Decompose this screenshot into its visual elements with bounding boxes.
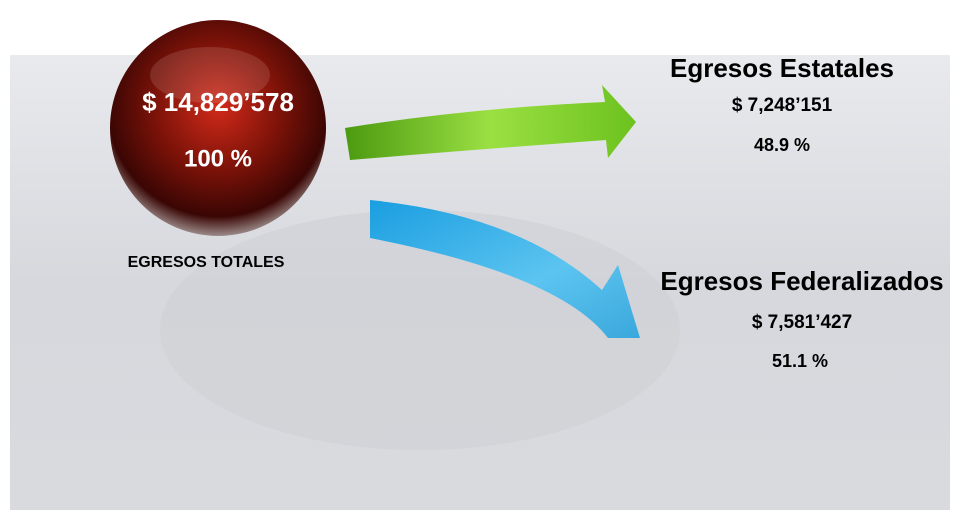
total-percent: 100 %	[184, 145, 252, 172]
total-label: EGRESOS TOTALES	[128, 254, 285, 271]
branch-amount: $ 7,581’427	[752, 312, 852, 333]
branch-title: Egresos Federalizados	[660, 266, 943, 296]
branch-amount: $ 7,248’151	[732, 95, 833, 116]
arrow-green	[345, 85, 636, 160]
arrow-blue	[370, 200, 640, 338]
branch-percent: 51.1 %	[772, 351, 828, 371]
total-amount: $ 14,829’578	[142, 87, 294, 117]
sphere-highlight	[150, 47, 270, 103]
branch-percent: 48.9 %	[754, 135, 810, 155]
sphere	[110, 20, 326, 236]
branch-title: Egresos Estatales	[670, 53, 894, 83]
